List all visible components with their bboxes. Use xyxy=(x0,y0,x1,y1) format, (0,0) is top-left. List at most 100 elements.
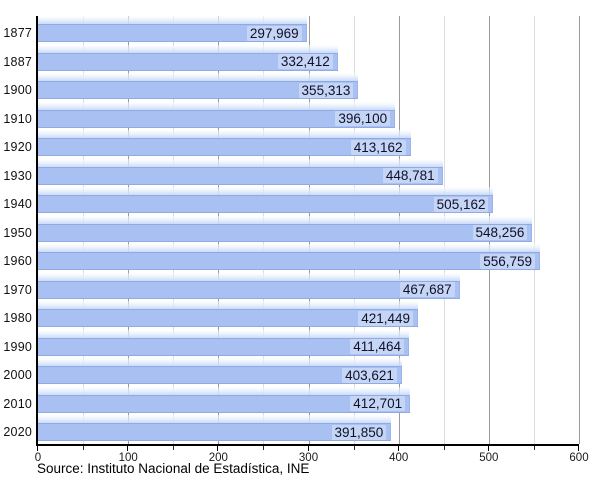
bar-value-label: 505,162 xyxy=(433,196,489,212)
y-axis-year-label: 2020 xyxy=(3,425,32,440)
bar-value-label: 548,256 xyxy=(472,225,528,241)
bar-value-label: 355,313 xyxy=(298,82,354,98)
bar-row: 1900 355,313 xyxy=(3,73,579,102)
bar-value-label: 396,100 xyxy=(335,111,391,127)
bar-body: 421,449 xyxy=(38,309,418,328)
bar-row: 1960 556,759 xyxy=(3,244,579,273)
bar-gloss-highlight xyxy=(38,272,460,281)
population-bar: 467,687 xyxy=(38,272,460,299)
population-bar: 548,256 xyxy=(38,215,533,242)
bar-body: 411,464 xyxy=(38,337,409,356)
x-axis-minor-tick xyxy=(173,446,175,450)
population-bar: 332,412 xyxy=(38,44,338,71)
bar-row: 2000 403,621 xyxy=(3,358,579,387)
bar-value-label: 413,162 xyxy=(350,139,406,155)
x-axis-major-tick xyxy=(37,446,38,451)
bar-value-label: 403,621 xyxy=(342,367,397,383)
x-axis-tick-label: 400 xyxy=(389,452,409,464)
population-bar: 448,781 xyxy=(38,158,443,185)
population-bar: 412,701 xyxy=(38,386,411,413)
bar-row: 2020 391,850 xyxy=(3,415,579,444)
bar-body: 355,313 xyxy=(38,81,359,100)
y-axis-year-label: 1970 xyxy=(3,282,32,297)
y-axis-year-label: 2000 xyxy=(3,368,32,383)
bar-row: 1910 396,100 xyxy=(3,101,579,131)
bar-gloss-highlight xyxy=(38,187,494,196)
y-axis-year-label: 1930 xyxy=(3,168,32,183)
x-axis-tick-label: 300 xyxy=(298,452,319,464)
bar-gloss-highlight xyxy=(38,301,418,310)
bar-gloss-highlight xyxy=(38,329,409,338)
bar-row: 1877 297,969 xyxy=(3,16,579,45)
y-axis-year-label: 1960 xyxy=(3,254,32,269)
bar-gloss-highlight xyxy=(38,215,533,224)
population-bar: 297,969 xyxy=(38,16,307,42)
bar-row: 1990 411,464 xyxy=(3,329,579,359)
bar-body: 297,969 xyxy=(38,24,307,42)
plot-area: 1877 297,969 1887 332,412 1900 355,313 1910 396… xyxy=(3,16,580,446)
bar-gloss-highlight xyxy=(38,244,540,253)
y-axis-year-label: 1877 xyxy=(3,26,32,40)
bar-body: 391,850 xyxy=(38,423,392,442)
bar-gloss-highlight xyxy=(38,386,411,395)
gridline-minor xyxy=(533,16,535,444)
x-axis-tick-label: 200 xyxy=(208,452,228,464)
y-axis-year-label: 2010 xyxy=(3,396,32,411)
bar-gloss-highlight xyxy=(38,130,411,139)
x-axis-tick-label: 100 xyxy=(118,452,138,464)
population-bar: 413,162 xyxy=(38,130,411,157)
y-axis-year-label: 1910 xyxy=(3,111,32,126)
x-axis-tick-label: 600 xyxy=(569,452,589,464)
x-axis: 0 100 200 300 400 500 600 xyxy=(35,446,589,476)
population-bar: 421,449 xyxy=(38,301,418,328)
x-axis-major-tick xyxy=(307,446,309,451)
population-bar: 391,850 xyxy=(38,415,392,442)
bar-gloss-highlight xyxy=(38,101,396,110)
bar-row: 1970 467,687 xyxy=(3,272,579,302)
y-axis-year-label: 1887 xyxy=(3,54,32,69)
x-axis-major-tick xyxy=(127,446,129,451)
bar-gloss-highlight xyxy=(38,73,359,82)
bar-gloss-highlight xyxy=(38,16,307,24)
y-axis-year-label: 1980 xyxy=(3,311,32,326)
bar-body: 403,621 xyxy=(38,366,402,385)
y-axis-year-label: 1940 xyxy=(3,197,32,212)
bar-gloss-highlight xyxy=(38,158,443,167)
population-bar: 355,313 xyxy=(38,73,359,100)
bar-row: 1930 448,781 xyxy=(3,158,579,188)
bar-body: 448,781 xyxy=(38,166,443,185)
bar-body: 412,701 xyxy=(38,394,411,413)
bar-row: 1920 413,162 xyxy=(3,130,579,159)
population-bar: 411,464 xyxy=(38,329,409,356)
x-axis-minor-tick xyxy=(353,446,355,450)
bar-value-label: 421,449 xyxy=(358,310,413,326)
x-axis-minor-tick xyxy=(83,446,85,450)
bar-body: 467,687 xyxy=(38,280,460,299)
bar-body: 413,162 xyxy=(38,138,411,157)
y-axis-year-label: 1950 xyxy=(3,225,32,240)
bar-row: 1980 421,449 xyxy=(3,301,579,330)
population-bar: 403,621 xyxy=(38,358,402,385)
x-axis-major-tick xyxy=(487,446,489,451)
bar-gloss-highlight xyxy=(38,358,402,367)
bar-gloss-highlight xyxy=(38,44,338,53)
population-bar: 556,759 xyxy=(38,244,540,271)
x-axis-major-tick xyxy=(217,446,219,451)
x-axis-minor-tick xyxy=(443,446,445,450)
y-axis-year-label: 1900 xyxy=(3,83,32,98)
x-axis-major-tick xyxy=(397,446,399,451)
x-axis-minor-tick xyxy=(263,446,265,450)
x-axis-major-tick xyxy=(578,446,579,451)
bar-value-label: 448,781 xyxy=(382,168,438,184)
x-axis-tick-label: 500 xyxy=(479,452,499,464)
bar-row: 1940 505,162 xyxy=(3,187,579,216)
bar-value-label: 556,759 xyxy=(480,253,535,269)
population-bar: 505,162 xyxy=(38,187,494,214)
bar-body: 396,100 xyxy=(38,109,396,128)
bar-value-label: 467,687 xyxy=(399,282,455,298)
bar-body: 548,256 xyxy=(38,223,533,242)
bar-value-label: 297,969 xyxy=(246,25,302,41)
bar-value-label: 332,412 xyxy=(277,54,333,70)
x-axis-tick-label: 0 xyxy=(34,452,42,464)
